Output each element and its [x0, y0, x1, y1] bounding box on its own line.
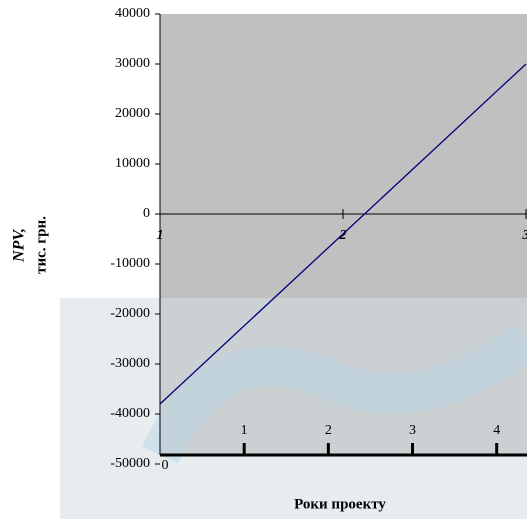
- y-tick-label: -30000: [110, 356, 150, 371]
- x-tick-label: 3: [522, 228, 527, 243]
- x-axis-title: Роки проекту: [294, 496, 386, 512]
- x2-tick-label: 1: [241, 423, 248, 438]
- y-axis-title: NPV,: [11, 228, 28, 263]
- x2-tick-label: 0: [162, 458, 169, 473]
- y-tick-label: 0: [143, 206, 150, 221]
- y-tick-label: -10000: [110, 256, 150, 271]
- y-tick-label: 10000: [115, 156, 150, 171]
- y-tick-label: 20000: [115, 106, 150, 121]
- y-tick-label: 40000: [115, 6, 150, 21]
- x-tick-label: 2: [339, 228, 347, 243]
- x2-tick-label: 4: [493, 423, 500, 438]
- y-axis-unit: тис. грн.: [33, 216, 49, 274]
- y-tick-label: 30000: [115, 56, 150, 71]
- x-tick-label: 1: [157, 228, 164, 243]
- chart: Роки проекту NPV, тис. грн. -50000 -40000…: [0, 0, 527, 519]
- x2-tick-label: 3: [409, 423, 416, 438]
- y-tick-label: -50000: [110, 456, 150, 471]
- x2-tick-label: 2: [325, 423, 332, 438]
- y-tick-label: -20000: [110, 306, 150, 321]
- y-tick-label: -40000: [110, 406, 150, 421]
